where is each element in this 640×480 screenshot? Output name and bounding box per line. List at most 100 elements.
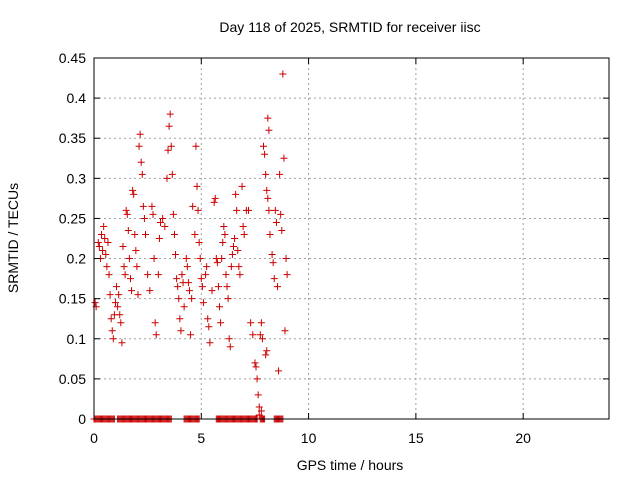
data-point (128, 287, 136, 295)
data-point (263, 186, 271, 194)
data-point (257, 319, 265, 327)
data-point (263, 347, 271, 355)
data-point (124, 226, 132, 234)
data-point (134, 291, 142, 299)
data-point (108, 327, 116, 335)
data-point (98, 230, 106, 238)
y-tick-label: 0.45 (59, 50, 86, 66)
data-point (202, 271, 210, 279)
data-point (255, 411, 263, 419)
data-point (118, 339, 126, 347)
data-point (265, 206, 273, 214)
data-point (116, 311, 124, 319)
data-point (163, 174, 171, 182)
data-point (131, 230, 139, 238)
y-tick-label: 0.35 (59, 130, 86, 146)
x-tick-label: 10 (301, 430, 317, 446)
data-point (185, 287, 193, 295)
y-tick-label: 0.2 (67, 251, 87, 267)
data-point (94, 239, 102, 247)
y-tick-label: 0.3 (67, 170, 87, 186)
data-point (205, 323, 213, 331)
data-point (113, 283, 121, 291)
data-point (151, 319, 159, 327)
data-point (166, 110, 174, 118)
data-point (135, 142, 143, 150)
data-point (104, 239, 112, 247)
data-point (140, 214, 148, 222)
data-point (272, 218, 280, 226)
data-point (236, 271, 244, 279)
data-point (161, 222, 169, 230)
axis-ticks (93, 57, 609, 420)
data-point (102, 251, 110, 259)
data-point (219, 239, 227, 247)
data-point (262, 170, 270, 178)
data-point (155, 235, 163, 242)
data-point (173, 275, 181, 283)
chart-title: Day 118 of 2025, SRMTID for receiver iis… (219, 19, 480, 35)
data-point (149, 210, 157, 218)
data-point (227, 263, 235, 271)
data-point (191, 230, 199, 238)
plot-frame (93, 57, 610, 420)
data-point (126, 275, 134, 283)
data-point (175, 295, 183, 303)
data-point (168, 170, 176, 178)
data-point (232, 190, 240, 198)
data-point (247, 319, 255, 327)
data-point (195, 239, 203, 247)
data-point (283, 271, 291, 279)
data-point (189, 202, 197, 210)
y-tick-label: 0.4 (67, 90, 87, 106)
data-point (210, 198, 218, 206)
data-point (240, 230, 248, 238)
data-point (169, 210, 177, 218)
data-point (172, 251, 180, 259)
data-point (245, 206, 252, 214)
data-point (273, 283, 281, 291)
data-point (266, 230, 274, 238)
data-point (199, 299, 207, 307)
data-point (150, 255, 158, 263)
data-point (280, 154, 288, 162)
data-point (111, 299, 119, 307)
data-point (148, 202, 156, 210)
grid (94, 58, 609, 419)
data-point (282, 255, 290, 263)
data-point (229, 243, 237, 251)
y-axis-label: SRMTID / TECUs (5, 183, 21, 293)
data-point (99, 247, 107, 255)
data-point (144, 271, 152, 279)
data-point (220, 222, 228, 230)
data-point (180, 303, 188, 311)
data-point (122, 206, 130, 214)
data-point (157, 218, 165, 226)
data-point (105, 271, 113, 279)
data-point (217, 319, 225, 327)
data-point (176, 315, 184, 323)
data-point (218, 255, 226, 263)
data-point (182, 255, 190, 263)
data-point (188, 295, 196, 303)
data-point (170, 230, 178, 238)
data-point (121, 271, 129, 279)
data-point (257, 407, 265, 415)
data-point (262, 351, 270, 359)
y-tick-label: 0.25 (59, 210, 86, 226)
data-point (91, 299, 99, 307)
data-point (133, 263, 141, 271)
data-point (194, 206, 202, 214)
data-point (252, 363, 260, 371)
data-point (239, 222, 247, 230)
data-point (109, 335, 117, 343)
x-tick-label: 15 (408, 430, 424, 446)
data-point (251, 359, 259, 367)
data-point (264, 114, 272, 122)
data-point (146, 287, 154, 295)
data-point (226, 343, 234, 351)
data-point (95, 243, 103, 251)
data-point (164, 146, 172, 154)
data-point (281, 327, 289, 335)
